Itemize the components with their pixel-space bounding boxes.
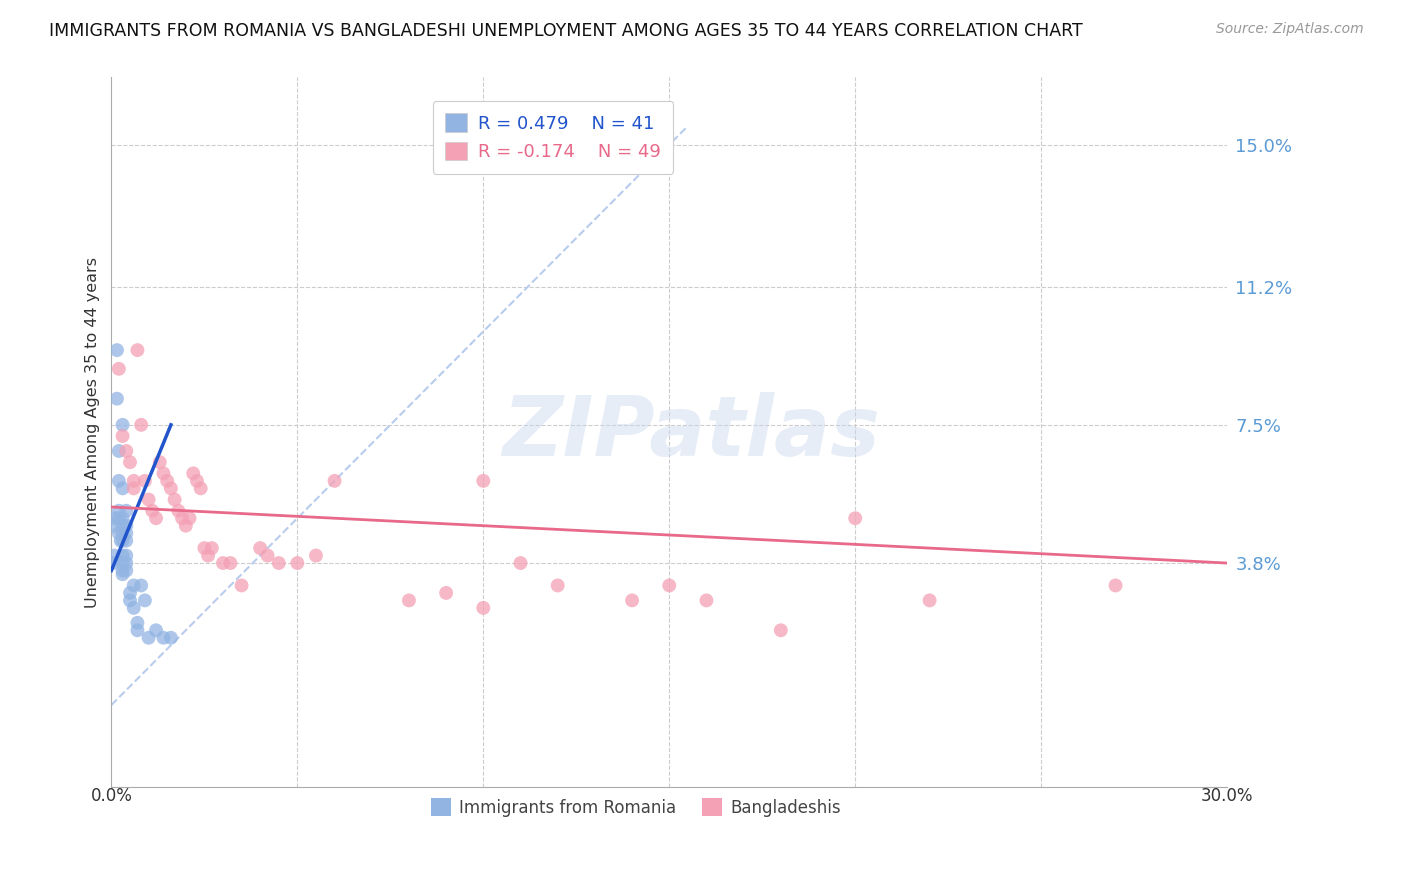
Point: [160, 631, 183, 645]
Point: [118, 455, 141, 469]
Point: [111, 556, 134, 570]
Point: [127, 615, 149, 630]
Point: [138, 492, 160, 507]
Point: [256, 549, 278, 563]
Point: [174, 518, 197, 533]
Point: [108, 444, 131, 458]
Point: [115, 504, 138, 518]
Point: [212, 556, 235, 570]
Point: [769, 624, 792, 638]
Point: [193, 541, 215, 555]
Point: [115, 533, 138, 548]
Point: [105, 392, 128, 406]
Point: [285, 556, 308, 570]
Point: [111, 481, 134, 495]
Point: [122, 600, 145, 615]
Text: 30.0%: 30.0%: [1201, 787, 1253, 805]
Point: [305, 549, 328, 563]
Point: [115, 556, 138, 570]
Point: [110, 533, 132, 548]
Point: [181, 467, 204, 481]
Point: [186, 474, 208, 488]
Point: [108, 361, 131, 376]
Point: [918, 593, 941, 607]
Point: [127, 624, 149, 638]
Point: [122, 474, 145, 488]
Point: [111, 511, 134, 525]
Point: [129, 417, 152, 432]
Point: [111, 526, 134, 541]
Point: [104, 518, 127, 533]
Point: [118, 593, 141, 607]
Point: [118, 586, 141, 600]
Point: [472, 600, 495, 615]
Text: IMMIGRANTS FROM ROMANIA VS BANGLADESHI UNEMPLOYMENT AMONG AGES 35 TO 44 YEARS CO: IMMIGRANTS FROM ROMANIA VS BANGLADESHI U…: [49, 22, 1083, 40]
Point: [145, 511, 167, 525]
Point: [127, 343, 149, 358]
Point: [249, 541, 271, 555]
Point: [108, 504, 131, 518]
Y-axis label: Unemployment Among Ages 35 to 44 years: Unemployment Among Ages 35 to 44 years: [86, 257, 100, 607]
Point: [115, 549, 138, 563]
Point: [231, 578, 253, 592]
Point: [134, 474, 156, 488]
Point: [122, 481, 145, 495]
Point: [267, 556, 290, 570]
Point: [134, 593, 156, 607]
Text: ZIPatlas: ZIPatlas: [502, 392, 880, 473]
Point: [219, 556, 242, 570]
Point: [104, 511, 127, 525]
Point: [201, 541, 224, 555]
Point: [844, 511, 866, 525]
Point: [1104, 578, 1126, 592]
Point: [111, 564, 134, 578]
Point: [111, 518, 134, 533]
Point: [108, 526, 131, 541]
Point: [170, 511, 193, 525]
Point: [190, 481, 212, 495]
Point: [434, 586, 457, 600]
Point: [115, 564, 138, 578]
Text: Source: ZipAtlas.com: Source: ZipAtlas.com: [1216, 22, 1364, 37]
Point: [115, 526, 138, 541]
Point: [108, 474, 131, 488]
Point: [111, 549, 134, 563]
Point: [145, 624, 167, 638]
Point: [695, 593, 717, 607]
Point: [141, 504, 163, 518]
Point: [111, 429, 134, 443]
Point: [103, 549, 125, 563]
Point: [103, 556, 125, 570]
Point: [149, 455, 172, 469]
Point: [129, 578, 152, 592]
Point: [398, 593, 420, 607]
Point: [197, 549, 219, 563]
Point: [152, 467, 174, 481]
Point: [156, 474, 179, 488]
Point: [323, 474, 346, 488]
Point: [108, 511, 131, 525]
Point: [138, 631, 160, 645]
Text: 0.0%: 0.0%: [90, 787, 132, 805]
Point: [122, 578, 145, 592]
Point: [111, 533, 134, 548]
Point: [179, 511, 201, 525]
Point: [105, 343, 128, 358]
Point: [115, 518, 138, 533]
Point: [547, 578, 569, 592]
Point: [111, 417, 134, 432]
Point: [621, 593, 644, 607]
Point: [509, 556, 531, 570]
Point: [167, 504, 190, 518]
Legend: Immigrants from Romania, Bangladeshis: Immigrants from Romania, Bangladeshis: [423, 790, 849, 825]
Point: [472, 474, 495, 488]
Point: [160, 481, 183, 495]
Point: [111, 567, 134, 582]
Point: [658, 578, 681, 592]
Point: [115, 444, 138, 458]
Point: [152, 631, 174, 645]
Point: [163, 492, 186, 507]
